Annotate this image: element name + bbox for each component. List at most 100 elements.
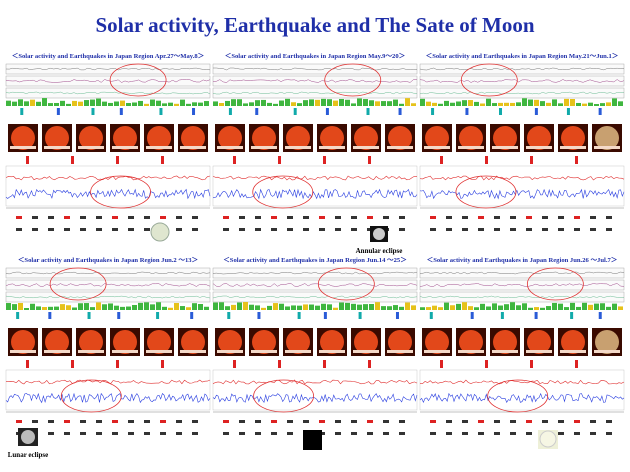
highlight (60, 379, 122, 413)
activity-bar (612, 98, 617, 106)
sun (113, 126, 137, 150)
activity-bar (84, 303, 89, 310)
marker (398, 108, 402, 115)
marker (297, 312, 301, 319)
sun (459, 330, 483, 354)
activity-bar (90, 307, 95, 310)
marker (566, 108, 570, 115)
number-cell (430, 228, 436, 231)
number-cell (478, 420, 484, 423)
trace (212, 295, 418, 299)
number-cell (558, 228, 564, 231)
activity-bar (102, 304, 107, 310)
activity-bar (462, 302, 467, 310)
event-marker (278, 156, 281, 164)
marker (570, 312, 574, 319)
number-cell (64, 228, 70, 231)
activity-bar (120, 100, 125, 106)
activity-bar (618, 101, 623, 106)
activity-bar (168, 307, 173, 310)
number-cell (430, 420, 436, 423)
sun (425, 126, 449, 150)
activity-bar (351, 103, 356, 106)
strip (419, 279, 625, 291)
sun-label (146, 146, 172, 149)
number-cell (96, 420, 102, 423)
highlight (455, 175, 517, 209)
number-cell (574, 420, 580, 423)
number-cell (383, 216, 389, 219)
sun (45, 330, 69, 354)
activity-bar (582, 103, 587, 106)
activity-bar (516, 305, 521, 310)
highlight (487, 379, 549, 413)
highlight (49, 267, 107, 301)
annular-caption: Annular eclipse (356, 247, 403, 255)
highlight (317, 267, 375, 301)
activity-bar (54, 306, 59, 310)
sun-label (492, 146, 518, 149)
trace (212, 283, 418, 287)
trace (5, 295, 211, 299)
activity-bar (522, 303, 527, 310)
trace (5, 91, 211, 95)
marker (323, 312, 327, 319)
activity-bar (564, 307, 569, 310)
trace (5, 271, 211, 275)
activity-bar (186, 103, 191, 106)
activity-bar (315, 99, 320, 106)
number-cell (574, 216, 580, 219)
event-marker (233, 156, 236, 164)
panel-heading: ＜Solar activity and Earthquakes in Japan… (12, 52, 205, 60)
activity-bar (303, 100, 308, 106)
activity-bar (297, 103, 302, 106)
number-cell (383, 432, 389, 435)
activity-bar (303, 304, 308, 310)
panel-heading: ＜Solar activity and Earthquakes in Japan… (427, 256, 618, 264)
activity-bar (594, 303, 599, 310)
activity-bar (570, 302, 575, 310)
activity-bar (60, 100, 65, 106)
number-cell (319, 216, 325, 219)
number-cell (255, 216, 261, 219)
sun-label (285, 350, 311, 353)
number-cell (526, 228, 532, 231)
marker (293, 108, 297, 115)
number-cell (271, 420, 277, 423)
activity-bar (618, 306, 623, 310)
activity-bar (267, 102, 272, 106)
sun (388, 330, 412, 354)
event-marker (26, 156, 29, 164)
event-marker (323, 360, 326, 368)
trace (213, 67, 418, 71)
activity-bar (357, 304, 362, 310)
sun-label (424, 350, 450, 353)
strip (212, 87, 418, 99)
number-cell (542, 216, 548, 219)
marker (598, 108, 602, 115)
event-marker (440, 156, 443, 164)
sun (354, 126, 378, 150)
number-cell (558, 432, 564, 435)
strip (212, 63, 418, 75)
activity-bar (420, 98, 425, 106)
activity-bar (393, 305, 398, 310)
activity-bar (114, 305, 119, 310)
activity-bar (546, 102, 551, 106)
activity-bar (426, 101, 431, 106)
activity-bar (420, 307, 425, 310)
sun (11, 126, 35, 150)
activity-bar (180, 306, 185, 310)
number-cell (112, 432, 118, 435)
marker (429, 312, 433, 319)
sun (561, 330, 585, 354)
panel-heading: ＜Solar activity and Earthquakes in Japan… (225, 52, 406, 60)
activity-bar (249, 102, 254, 106)
activity-bar (36, 101, 41, 106)
activity-bar (30, 303, 35, 310)
activity-bar (66, 103, 71, 106)
activity-bar (480, 303, 485, 310)
sun-label (387, 146, 413, 149)
highlight (90, 175, 152, 209)
red-line (5, 175, 211, 181)
